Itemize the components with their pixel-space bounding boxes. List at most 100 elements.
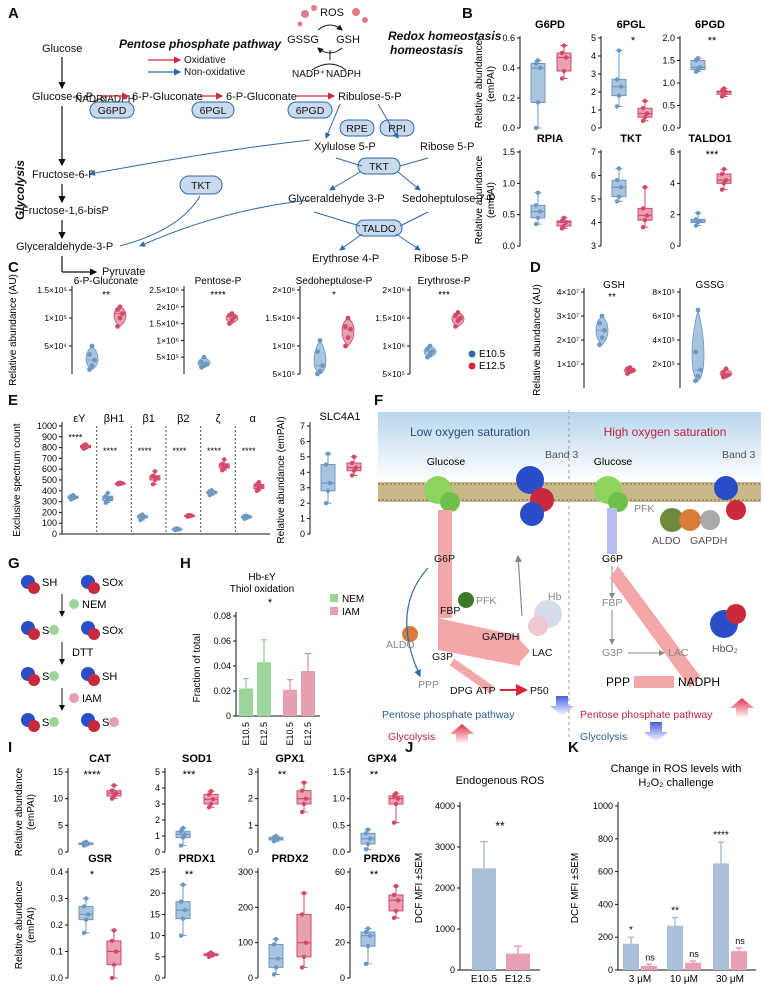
b5-tick-label: 4 [670,178,675,188]
i2-tick-label: 1 [248,820,253,830]
i1-tick-label: 2 [155,815,160,825]
b-e105-point [693,223,699,228]
d1-tick-label: 8×10⁵ [652,287,675,297]
i6-tick-label: 100 [238,938,253,948]
i3-tick-label: 1.5 [332,767,345,777]
panel-b-plot-taldo1: 0 2 4 6 TALDO1 *** [670,133,732,251]
d-title: GSH [603,280,625,291]
b-e105-point [695,56,701,61]
i6-tick-label: 200 [238,902,253,912]
i-e125-point [208,789,214,794]
k-ns: ns [689,949,699,959]
d-ylabel: Relative abundance (AU) [532,284,543,396]
c-title: Pentose-P [195,276,242,287]
h-bar [301,671,315,716]
i-e125-point [301,954,307,959]
b-e105-point [535,190,541,195]
panel-i-plot-prdx2: 0 100 200 300 PRDX2 [238,853,312,983]
i-sig: ** [370,869,379,881]
i-sig: * [90,869,95,881]
c-e125-point [343,343,348,349]
ros-label: ROS [320,7,344,19]
b-e125-point [563,219,569,225]
i-e125-box [296,913,312,958]
enzyme-tkt-a: TKT [191,180,211,192]
i-e125-point [393,801,399,807]
panel-b-plot-rpia: 0.0 0.5 1.0 1.5 RPIA [502,133,572,251]
i-e105-point [81,930,87,936]
enzyme-taldo: TALDO [362,223,396,235]
glycolysis-label: Glycolysis [13,160,27,220]
c-e125-point [453,324,458,329]
d1-tick-label: 2×10⁵ [652,359,675,369]
b-e105-point [618,185,624,190]
d-e105-violin [691,308,705,382]
i-e105-point [83,896,89,901]
d-e125-point [723,366,729,372]
f-ppp-right: PPP [606,675,630,689]
i-e125-point [299,809,305,815]
k-bar [685,962,701,970]
j-bar [506,953,530,970]
i-e105-box [268,943,284,968]
b4-tick-label: 3 [591,241,596,251]
panel-label-i: I [8,739,12,756]
e-e125-point [222,457,227,462]
i-e105-point [367,933,373,938]
h-tick-label: 0.04 [213,661,231,671]
e-e125-point [154,475,160,481]
c-e125-point [455,310,461,315]
f-hbo2: HbO₂ [712,643,738,655]
i-e125-point [393,791,399,796]
i-title: GPX4 [367,753,397,765]
i7-tick-label: 20 [335,938,345,948]
b-e125-point [640,118,646,124]
i-e125-point [301,891,307,896]
protein-blob-band3-left [516,466,554,526]
e-e125-point [83,442,88,447]
c0-tick-label: 5×10⁴ [44,341,67,351]
g-s-3: S [42,671,49,683]
g-sox-1: SOx [102,577,124,589]
c-e125-point [120,311,125,316]
left-ppp-label: Pentose phosphate pathway [382,709,515,721]
metabolite-fructose-6p: Fructose-6-P [32,169,96,181]
b-e125-point [559,50,565,56]
b-title: TKT [620,133,642,145]
i7-tick-label: 60 [335,867,345,877]
j-tick-label: 4000 [435,801,455,811]
b-e105-point [614,178,620,183]
slc-e105-point [327,480,333,486]
k-tick-label: 400 [598,899,613,909]
e-e105-point [103,494,108,499]
i-e125-point [303,940,309,945]
c-e125-point [115,324,120,329]
b3-tick-label: 0.0 [502,241,515,251]
e-e105-point [174,526,180,531]
panel-label-e: E [8,392,18,409]
e-sig: **** [68,432,83,442]
f-g3p-left: G3P [432,651,453,663]
e-e125-point [150,482,156,487]
k-ylabel: DCF MFI ±SEM [570,853,581,923]
b-e125-point [719,171,725,177]
panel-i-plot-sod1: 0 1 2 3 4 5 SOD1 *** [155,753,219,857]
slc-tick-label: 4 [300,467,305,477]
metabolite-pyruvate: Pyruvate [102,266,145,278]
i-e125-point [393,908,399,914]
slc-e105-point [325,451,331,456]
panel-i-plot-cat: 0 5 10 15 CAT **** [53,753,122,857]
d0-tick-label: 1×10⁷ [557,359,579,369]
c1-tick-label: 1.5×10⁶ [149,319,179,329]
c1-tick-label: 2×10⁶ [156,302,179,312]
b-e105-point [535,58,541,63]
i-ylabel-4: (emPAI) [26,907,37,943]
g-s-2: S [42,625,49,637]
e-tick-label: 600 [42,464,57,474]
j-sig: ** [495,819,505,833]
g-nem: NEM [82,599,106,611]
g-sh-3: SH [102,671,117,683]
c3-tick-label: 2×10⁶ [382,285,405,295]
panel-g-thiol-scheme: SH SOx NEM S SOx DTT S SH IAM S S [21,575,124,732]
